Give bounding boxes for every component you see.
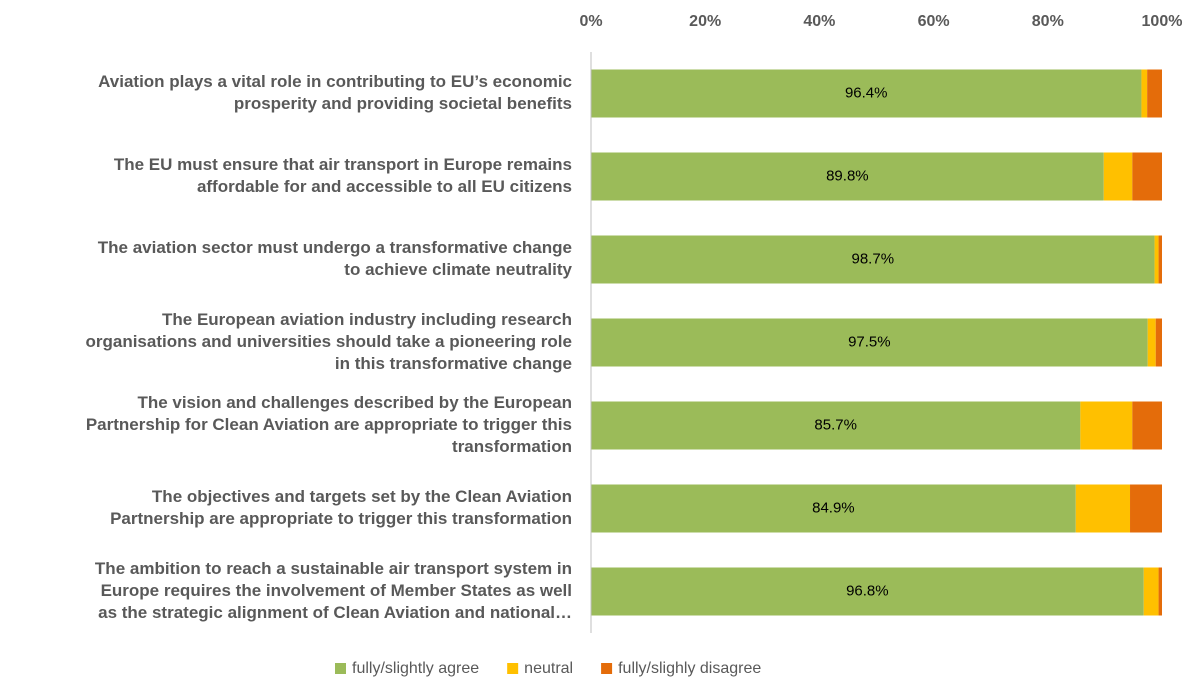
value-label: 98.7% <box>852 250 895 267</box>
category-label: as the strategic alignment of Clean Avia… <box>98 603 572 622</box>
legend-item: fully/slightly agree <box>335 660 479 677</box>
value-label: 96.4% <box>845 84 888 101</box>
value-label: 85.7% <box>814 416 857 433</box>
category-label: Aviation plays a vital role in contribut… <box>98 72 572 91</box>
bar-segment <box>1130 484 1162 533</box>
x-tick-label: 60% <box>918 13 950 30</box>
bar-segment <box>591 401 1081 450</box>
category-label: transformation <box>452 437 572 456</box>
bar-segment <box>1158 567 1162 616</box>
legend-swatch <box>601 663 613 674</box>
bar-segment <box>1158 235 1162 284</box>
bar-segment <box>591 235 1155 284</box>
bar-segment <box>1141 69 1148 118</box>
x-tick-label: 100% <box>1142 13 1183 30</box>
legend-label: fully/slightly agree <box>352 660 479 677</box>
bar-segment <box>1103 152 1133 201</box>
legend-swatch <box>335 663 346 674</box>
bar-segment <box>1147 69 1162 118</box>
bar-segment <box>591 69 1142 118</box>
category-label: The vision and challenges described by t… <box>137 393 572 412</box>
bar-segment <box>591 318 1148 367</box>
bar-segment <box>1132 152 1162 201</box>
x-tick-label: 40% <box>803 13 835 30</box>
legend-item: fully/slighly disagree <box>601 660 761 677</box>
bar-segment <box>1075 484 1131 533</box>
legend-item: neutral <box>507 660 573 677</box>
legend-label: neutral <box>524 660 573 677</box>
bar-segment <box>591 484 1076 533</box>
category-label: Partnership are appropriate to trigger t… <box>110 509 572 528</box>
x-tick-label: 20% <box>689 13 721 30</box>
bar-segment <box>1155 318 1162 367</box>
legend-label: fully/slighly disagree <box>618 660 761 677</box>
bar-segment <box>1143 567 1159 616</box>
category-label: organisations and universities should ta… <box>85 332 572 351</box>
value-label: 89.8% <box>826 167 869 184</box>
value-label: 84.9% <box>812 499 855 516</box>
category-label: Partnership for Clean Aviation are appro… <box>86 415 572 434</box>
category-label: to achieve climate neutrality <box>344 260 572 279</box>
category-label: The objectives and targets set by the Cl… <box>152 487 572 506</box>
category-label: The aviation sector must undergo a trans… <box>98 238 572 257</box>
bar-segment <box>1154 235 1159 284</box>
category-label: affordable for and accessible to all EU … <box>197 177 572 196</box>
category-label: The EU must ensure that air transport in… <box>114 155 572 174</box>
category-label: The European aviation industry including… <box>162 310 572 329</box>
bar-segment <box>591 567 1144 616</box>
value-label: 97.5% <box>848 333 891 350</box>
x-tick-label: 0% <box>579 13 602 30</box>
bar-segment <box>1080 401 1133 450</box>
bar-segment <box>591 152 1104 201</box>
legend-swatch <box>507 663 519 674</box>
bar-segment <box>1147 318 1156 367</box>
category-label: prosperity and providing societal benefi… <box>234 94 572 113</box>
x-tick-label: 80% <box>1032 13 1064 30</box>
value-label: 96.8% <box>846 582 889 599</box>
category-label: Europe requires the involvement of Membe… <box>101 581 572 600</box>
category-label: in this transformative change <box>335 354 572 373</box>
category-label: The ambition to reach a sustainable air … <box>95 559 572 578</box>
bar-segment <box>1132 401 1162 450</box>
